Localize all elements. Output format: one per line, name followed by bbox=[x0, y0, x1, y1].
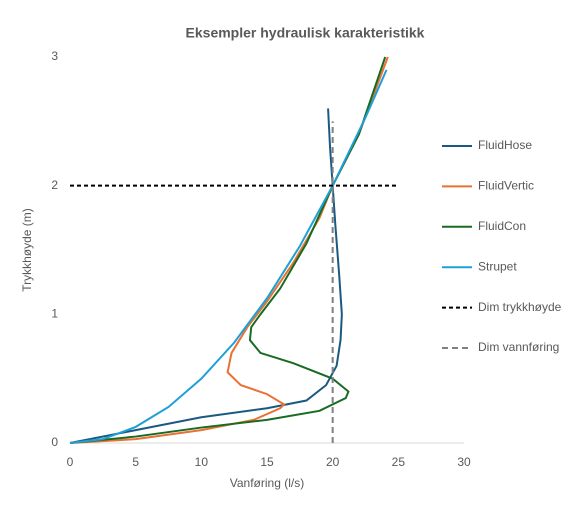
x-tick-label: 10 bbox=[195, 455, 209, 469]
x-tick-label: 15 bbox=[260, 455, 274, 469]
legend-label: FluidVertic bbox=[478, 179, 534, 193]
legend-label: Strupet bbox=[478, 259, 517, 273]
y-tick-label: 2 bbox=[51, 178, 58, 192]
y-tick-label: 0 bbox=[51, 435, 58, 449]
x-tick-label: 0 bbox=[67, 455, 74, 469]
x-tick-label: 5 bbox=[132, 455, 139, 469]
legend-label: Dim vannføring bbox=[478, 340, 559, 354]
x-tick-label: 20 bbox=[326, 455, 340, 469]
x-axis-label: Vanføring (l/s) bbox=[230, 476, 304, 490]
y-tick-label: 3 bbox=[51, 49, 58, 63]
chart-title: Eksempler hydraulisk karakteristikk bbox=[186, 25, 425, 41]
series-line bbox=[69, 108, 343, 444]
series-line bbox=[69, 69, 388, 444]
y-tick-label: 1 bbox=[51, 307, 58, 321]
x-tick-label: 30 bbox=[457, 455, 471, 469]
series-line bbox=[69, 56, 387, 444]
legend-label: FluidCon bbox=[478, 219, 526, 233]
x-tick-label: 25 bbox=[392, 455, 406, 469]
legend-label: FluidHose bbox=[478, 138, 532, 152]
legend-label: Dim trykkhøyde bbox=[478, 300, 562, 314]
y-axis-label: Trykkhøyde (m) bbox=[20, 208, 34, 292]
